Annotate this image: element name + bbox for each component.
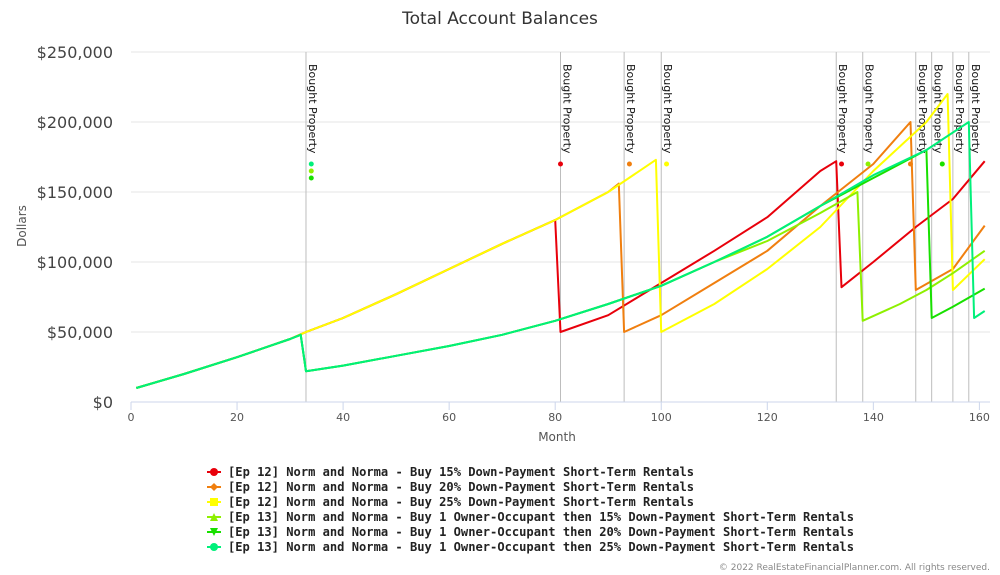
legend-item[interactable]: [Ep 12] Norm and Norma - Buy 25% Down-Pa…: [207, 495, 694, 509]
y-tick-label: $250,000: [37, 43, 113, 62]
legend-item[interactable]: [Ep 13] Norm and Norma - Buy 1 Owner-Occ…: [207, 510, 854, 524]
y-axis-title: Dollars: [15, 205, 29, 247]
x-tick-label: 20: [230, 411, 244, 424]
purchase-event-marker: [939, 161, 945, 167]
legend-item[interactable]: [Ep 12] Norm and Norma - Buy 15% Down-Pa…: [207, 465, 694, 479]
bought-property-label: Bought Property: [916, 64, 929, 154]
legend-item[interactable]: [Ep 13] Norm and Norma - Buy 1 Owner-Occ…: [207, 540, 854, 554]
bought-property-label: Bought Property: [661, 64, 674, 154]
purchase-event-marker: [308, 175, 314, 181]
bought-property-label: Bought Property: [969, 64, 982, 154]
purchase-event-marker: [308, 168, 314, 174]
legend-symbol: [210, 528, 218, 536]
x-tick-label: 40: [336, 411, 350, 424]
purchase-annotations: Bought Property Bought Property Bought Pro…: [305, 52, 982, 402]
x-tick-label: 0: [128, 411, 135, 424]
plot-area: [136, 93, 986, 389]
legend-label: [Ep 13] Norm and Norma - Buy 1 Owner-Occ…: [228, 525, 854, 539]
x-tick-label: 120: [757, 411, 778, 424]
legend-symbol: [210, 483, 218, 491]
bought-property-label: Bought Property: [953, 64, 966, 154]
x-tick-label: 60: [442, 411, 456, 424]
legend[interactable]: [Ep 12] Norm and Norma - Buy 15% Down-Pa…: [207, 465, 854, 554]
legend-item[interactable]: [Ep 12] Norm and Norma - Buy 20% Down-Pa…: [207, 480, 694, 494]
legend-label: [Ep 13] Norm and Norma - Buy 1 Owner-Occ…: [228, 540, 854, 554]
legend-label: [Ep 12] Norm and Norma - Buy 20% Down-Pa…: [228, 480, 694, 494]
x-tick-label: 140: [863, 411, 884, 424]
axes: $0 $50,000 $100,000 $150,000 $200,000 $250,00…: [37, 43, 990, 424]
purchase-event-marker: [865, 161, 871, 167]
y-tick-label: $50,000: [47, 323, 113, 342]
bought-property-label: Bought Property: [306, 64, 319, 154]
x-tick-label: 80: [548, 411, 562, 424]
chart-title: Total Account Balances: [401, 9, 598, 29]
bought-property-label: Bought Property: [624, 64, 637, 154]
y-tick-label: $150,000: [37, 183, 113, 202]
series-line[interactable]: [136, 121, 986, 389]
legend-symbol: [210, 513, 218, 521]
bought-property-label: Bought Property: [561, 64, 574, 154]
x-tick-label: 100: [651, 411, 672, 424]
purchase-event-marker: [308, 161, 314, 167]
purchase-event-marker: [907, 161, 913, 167]
bought-property-label: Bought Property: [836, 64, 849, 154]
x-tick-label: 160: [969, 411, 990, 424]
purchase-event-marker: [558, 161, 563, 167]
legend-label: [Ep 12] Norm and Norma - Buy 25% Down-Pa…: [228, 495, 694, 509]
purchase-event-marker: [664, 161, 670, 167]
x-axis-title: Month: [538, 430, 576, 444]
legend-symbol: [210, 543, 218, 551]
y-tick-label: $100,000: [37, 253, 113, 272]
purchase-event-marker: [626, 161, 632, 167]
legend-item[interactable]: [Ep 13] Norm and Norma - Buy 1 Owner-Occ…: [207, 525, 854, 539]
bought-property-label: Bought Property: [863, 64, 876, 154]
legend-symbol: [210, 468, 218, 476]
legend-label: [Ep 12] Norm and Norma - Buy 15% Down-Pa…: [228, 465, 694, 479]
bought-property-label: Bought Property: [932, 64, 945, 154]
legend-symbol: [210, 498, 218, 506]
y-tick-label: $200,000: [37, 113, 113, 132]
y-tick-label: $0: [93, 393, 113, 412]
legend-label: [Ep 13] Norm and Norma - Buy 1 Owner-Occ…: [228, 510, 854, 524]
copyright-credit: © 2022 RealEstateFinancialPlanner.com. A…: [719, 563, 990, 573]
purchase-event-marker: [839, 161, 845, 167]
